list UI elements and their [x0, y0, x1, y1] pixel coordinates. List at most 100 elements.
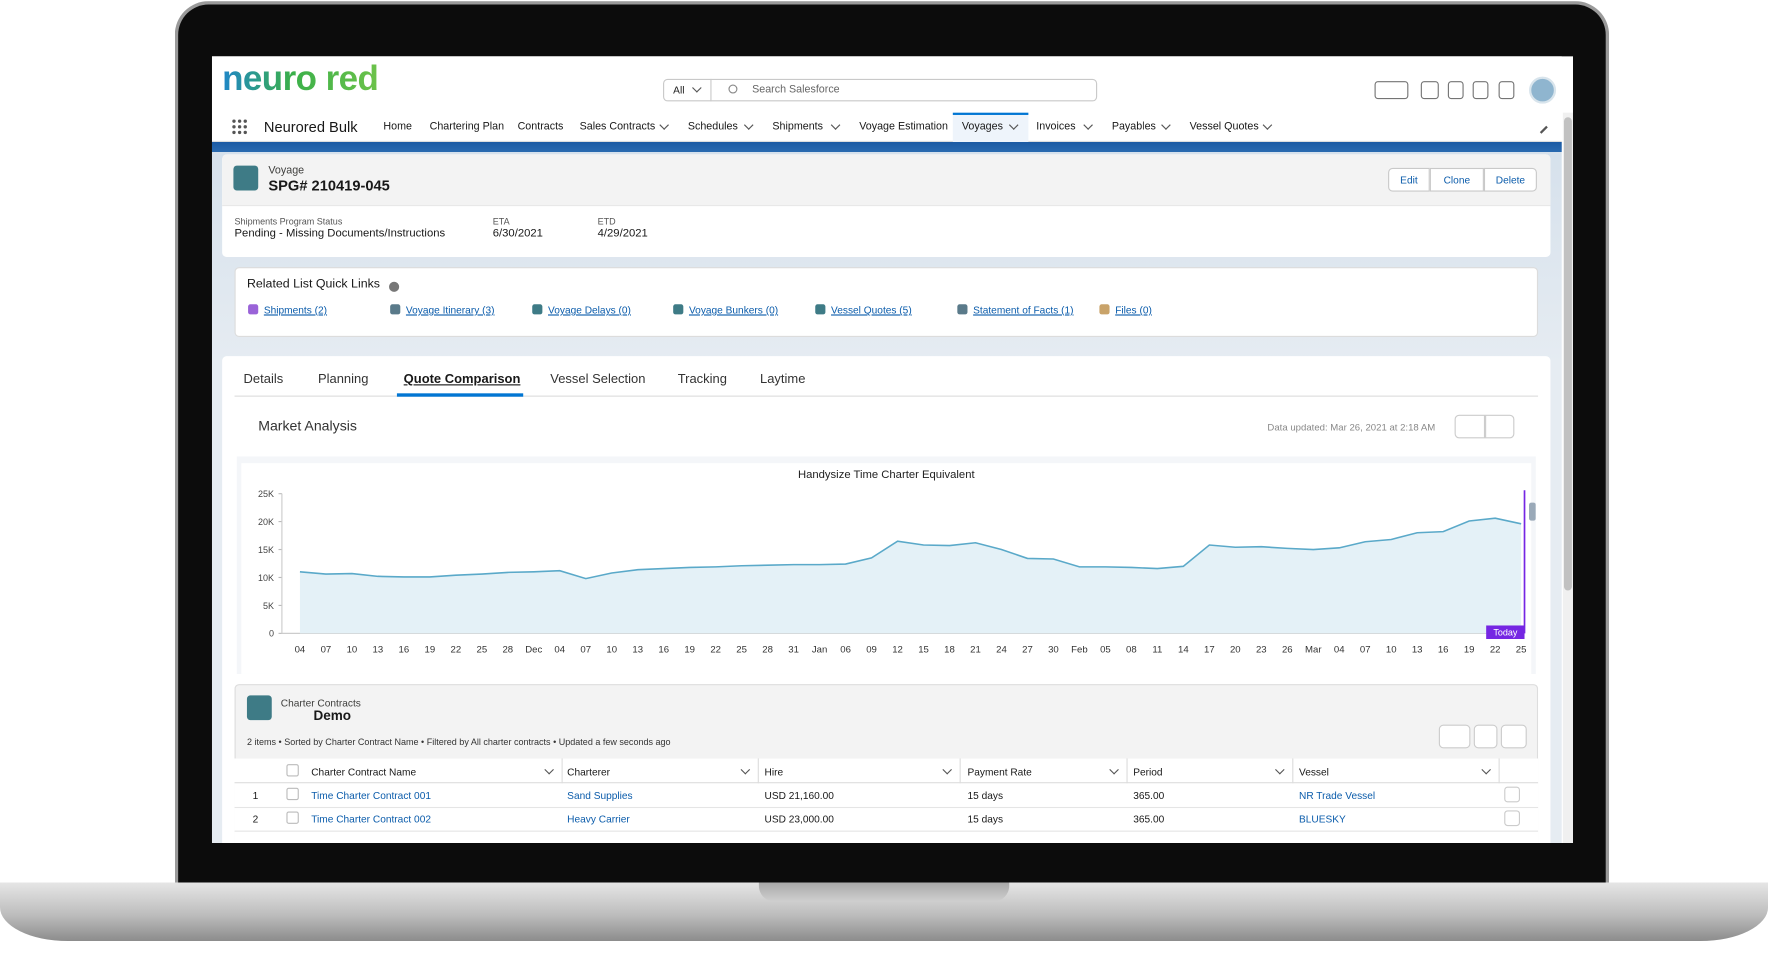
- table-cell: 365.00: [1133, 790, 1165, 802]
- x-tick-label: 07: [580, 645, 591, 656]
- quick-link[interactable]: Voyage Itinerary (3): [405, 304, 495, 316]
- app-launcher-dot[interactable]: [243, 125, 247, 129]
- x-tick-label: 18: [944, 645, 955, 656]
- table-cell[interactable]: NR Trade Vessel: [1298, 790, 1376, 802]
- app-launcher-dot[interactable]: [237, 125, 242, 129]
- x-tick-label: 16: [1438, 645, 1449, 656]
- row-menu[interactable]: [1504, 810, 1521, 827]
- table-cell[interactable]: BLUESKY: [1298, 813, 1346, 825]
- search-scope-divider: [710, 78, 712, 102]
- app-launcher-dot[interactable]: [237, 119, 242, 123]
- tab[interactable]: Details: [243, 373, 284, 387]
- app-launcher-dot[interactable]: [232, 130, 236, 135]
- column-header[interactable]: Charterer: [567, 766, 611, 778]
- laptop-notch: [758, 882, 1010, 902]
- table-cell[interactable]: Sand Supplies: [567, 790, 633, 802]
- quick-link[interactable]: Files (0): [1115, 304, 1152, 316]
- search-scope[interactable]: All: [673, 84, 685, 96]
- header-icon[interactable]: [1498, 81, 1515, 100]
- row-menu[interactable]: [1504, 786, 1521, 803]
- x-tick-label: 19: [1464, 645, 1475, 656]
- x-tick-label: 21: [970, 645, 981, 656]
- tab[interactable]: Planning: [317, 373, 369, 387]
- row-number: 2: [252, 813, 259, 825]
- action-button-label[interactable]: Delete: [1495, 174, 1526, 186]
- quick-link[interactable]: Shipments (2): [263, 304, 328, 316]
- table-cell: USD 21,160.00: [764, 790, 834, 802]
- nav-item[interactable]: Sales Contracts: [579, 120, 656, 133]
- table-cell[interactable]: Time Charter Contract 002: [311, 813, 431, 825]
- x-tick-label: 13: [1412, 645, 1423, 656]
- tab[interactable]: Quote Comparison: [403, 373, 521, 387]
- row-checkbox[interactable]: [286, 811, 299, 824]
- action-button[interactable]: [1388, 167, 1430, 192]
- column-header[interactable]: Vessel: [1298, 766, 1329, 778]
- quick-link[interactable]: Voyage Bunkers (0): [688, 304, 779, 316]
- list-action[interactable]: [1438, 724, 1471, 749]
- column-header[interactable]: Period: [1133, 766, 1163, 778]
- action-button[interactable]: [1483, 167, 1537, 192]
- tabs-line: [234, 395, 1539, 397]
- nav-item[interactable]: Vessel Quotes: [1189, 120, 1259, 133]
- nav-item[interactable]: Schedules: [687, 120, 738, 133]
- x-tick-label: 10: [1386, 645, 1397, 656]
- related-list-icon: [246, 695, 272, 721]
- nav-item[interactable]: Contracts: [517, 120, 564, 133]
- search-input[interactable]: Search Salesforce: [752, 83, 840, 96]
- app-launcher-dot[interactable]: [243, 130, 247, 135]
- header-icon[interactable]: [1447, 81, 1464, 100]
- area: [299, 518, 1522, 634]
- tab[interactable]: Tracking: [677, 373, 727, 387]
- header-icon[interactable]: [1420, 81, 1439, 100]
- list-action[interactable]: [1500, 724, 1527, 749]
- x-tick-label: Dec: [525, 645, 542, 656]
- header-icon[interactable]: [1374, 81, 1409, 100]
- x-tick-label: 13: [632, 645, 643, 656]
- action-button[interactable]: [1429, 167, 1484, 192]
- x-tick-label: 13: [373, 645, 384, 656]
- table-cell[interactable]: Time Charter Contract 001: [311, 790, 431, 802]
- x-tick-label: 19: [684, 645, 695, 656]
- header-icon[interactable]: [1472, 81, 1489, 100]
- quick-link[interactable]: Voyage Delays (0): [548, 304, 631, 316]
- search-box: [663, 78, 1098, 102]
- chart-action[interactable]: [1485, 414, 1515, 439]
- app-launcher-dot[interactable]: [237, 130, 242, 135]
- app-launcher-dot[interactable]: [232, 125, 236, 129]
- column-header[interactable]: Charter Contract Name: [311, 766, 417, 778]
- avatar[interactable]: [1529, 76, 1557, 104]
- nav-item[interactable]: Payables: [1111, 120, 1156, 133]
- column-divider: [1126, 758, 1128, 784]
- nav-item[interactable]: Home: [383, 120, 412, 133]
- column-divider: [1292, 758, 1294, 784]
- tab[interactable]: Laytime: [760, 373, 806, 387]
- nav-item[interactable]: Invoices: [1036, 120, 1076, 133]
- table-cell[interactable]: Heavy Carrier: [567, 813, 630, 825]
- action-button-label[interactable]: Edit: [1400, 174, 1418, 186]
- quick-link[interactable]: Vessel Quotes (5): [831, 304, 912, 316]
- nav-bar: [211, 112, 1562, 143]
- table-cell: 365.00: [1133, 813, 1165, 825]
- nav-item[interactable]: Voyage Estimation: [859, 120, 948, 133]
- row-divider: [234, 830, 1539, 832]
- field-label: ETD: [597, 216, 616, 227]
- quick-link[interactable]: Statement of Facts (1): [973, 304, 1074, 316]
- x-tick-label: 07: [1360, 645, 1371, 656]
- app-launcher-dot[interactable]: [243, 119, 247, 123]
- table-cell: 15 days: [967, 813, 1004, 825]
- column-header[interactable]: Payment Rate: [967, 766, 1032, 778]
- app-launcher-dot[interactable]: [232, 119, 236, 123]
- column-divider: [757, 758, 759, 784]
- list-action[interactable]: [1473, 724, 1498, 749]
- x-tick-label: 12: [892, 645, 903, 656]
- row-checkbox[interactable]: [286, 787, 299, 801]
- column-header[interactable]: Hire: [764, 766, 784, 778]
- tab[interactable]: Vessel Selection: [550, 373, 646, 387]
- nav-item[interactable]: Shipments: [772, 120, 824, 133]
- nav-item[interactable]: Chartering Plan: [429, 120, 505, 133]
- chart-action[interactable]: [1454, 414, 1486, 439]
- header-checkbox[interactable]: [286, 764, 299, 777]
- x-tick-label: Jan: [812, 645, 827, 656]
- action-button-label[interactable]: Clone: [1443, 174, 1471, 186]
- nav-item[interactable]: Voyages: [961, 120, 1003, 133]
